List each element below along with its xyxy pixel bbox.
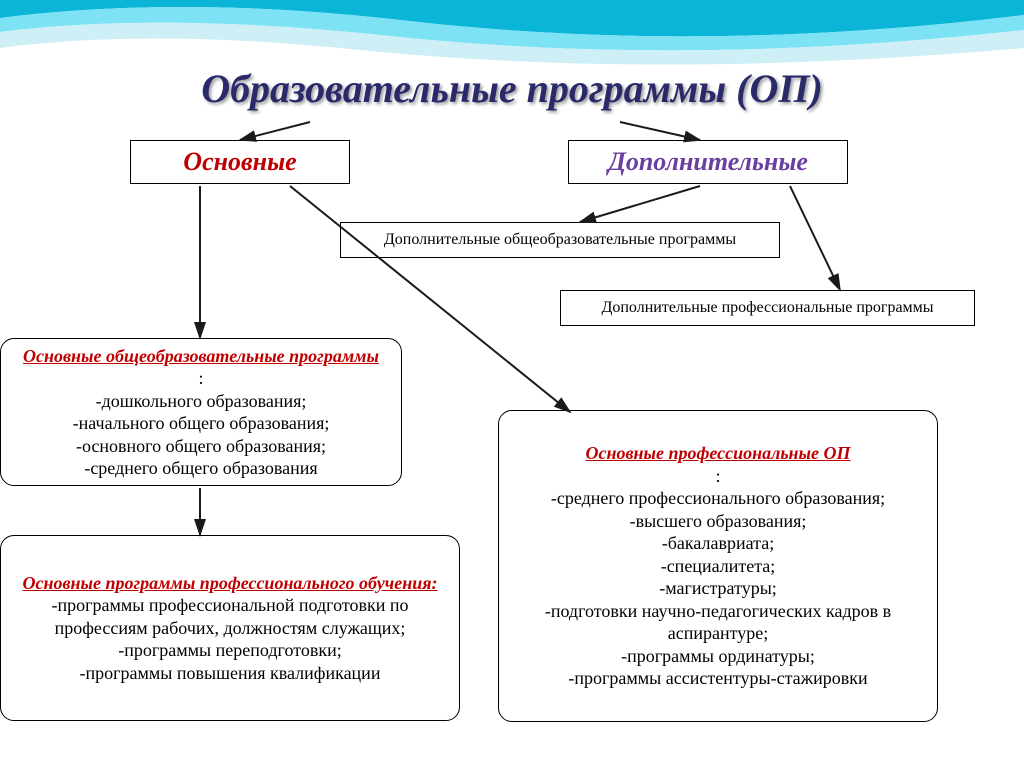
node-additional-label: Дополнительные — [608, 146, 808, 179]
node-additional-prof-label: Дополнительные профессиональные программ… — [601, 298, 933, 318]
list-item: -программы ассистентуры-стажировки — [507, 667, 929, 690]
arrow — [580, 186, 700, 222]
node-additional-general: Дополнительные общеобразовательные прогр… — [340, 222, 780, 258]
node-prof-op-items: -среднего профессионального образования;… — [507, 487, 929, 690]
list-item: -программы профессиональной подготовки п… — [9, 594, 451, 639]
node-main-label: Основные — [183, 146, 296, 179]
node-prof-op-colon: : — [715, 465, 720, 488]
node-basic-general-colon: : — [198, 367, 203, 390]
node-prof-training-items: -программы профессиональной подготовки п… — [9, 594, 451, 684]
list-item: -специалитета; — [507, 555, 929, 578]
node-basic-general-items: -дошкольного образования;-начального общ… — [73, 390, 330, 480]
node-prof-op: Основные профессиональные ОП: -среднего … — [498, 410, 938, 722]
list-item: -бакалавриата; — [507, 532, 929, 555]
diagram-title: Образовательные программы (ОП) — [0, 65, 1024, 112]
list-item: -высшего образования; — [507, 510, 929, 533]
arrow — [790, 186, 840, 290]
list-item: -программы ординатуры; — [507, 645, 929, 668]
node-prof-op-header: Основные профессиональные ОП — [585, 442, 850, 465]
list-item: -начального общего образования; — [73, 412, 330, 435]
node-main: Основные — [130, 140, 350, 184]
node-prof-training-header: Основные программы профессионального обу… — [23, 572, 438, 595]
node-additional-general-label: Дополнительные общеобразовательные прогр… — [384, 230, 736, 250]
list-item: -программы повышения квалификации — [9, 662, 451, 685]
list-item: -среднего профессионального образования; — [507, 487, 929, 510]
node-prof-training: Основные программы профессионального обу… — [0, 535, 460, 721]
node-basic-general-header: Основные общеобразовательные программы — [23, 345, 379, 368]
node-additional: Дополнительные — [568, 140, 848, 184]
node-additional-prof: Дополнительные профессиональные программ… — [560, 290, 975, 326]
list-item: -основного общего образования; — [73, 435, 330, 458]
list-item: -подготовки научно-педагогических кадров… — [507, 600, 929, 645]
list-item: -магистратуры; — [507, 577, 929, 600]
list-item: -дошкольного образования; — [73, 390, 330, 413]
arrow — [240, 122, 310, 140]
list-item: -среднего общего образования — [73, 457, 330, 480]
node-basic-general: Основные общеобразовательные программы: … — [0, 338, 402, 486]
arrow — [620, 122, 700, 140]
list-item: -программы переподготовки; — [9, 639, 451, 662]
